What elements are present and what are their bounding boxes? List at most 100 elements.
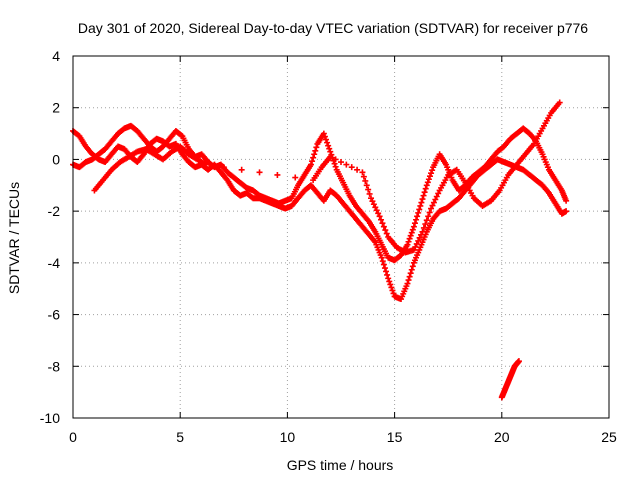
data-point (310, 154, 317, 161)
data-point (422, 185, 429, 192)
data-point (321, 133, 328, 140)
data-point (417, 202, 424, 209)
data-point (338, 159, 344, 166)
x-tick-label: 5 (176, 429, 184, 445)
data-point (433, 193, 440, 200)
y-tick-label: -6 (48, 307, 61, 323)
data-point (405, 238, 412, 245)
tick-layer: 0 5 10 15 20 25 -10 -8 -6 -4 -2 0 2 4 (40, 48, 617, 445)
data-point (410, 246, 417, 253)
data-point (409, 226, 416, 233)
y-tick-label: 2 (52, 100, 60, 116)
chart-title: Day 301 of 2020, Sidereal Day-to-day VTE… (78, 20, 588, 36)
data-point (411, 220, 418, 227)
data-point (320, 130, 327, 137)
data-point (178, 132, 185, 139)
data-point (309, 158, 316, 165)
data-point (429, 202, 436, 209)
data-point (375, 210, 382, 217)
data-point (428, 170, 435, 177)
data-point (380, 223, 387, 230)
data-point (556, 99, 563, 106)
data-point (420, 224, 427, 231)
series-track-b (70, 122, 570, 264)
data-point (360, 173, 367, 180)
data-point (412, 243, 419, 250)
data-point (429, 167, 436, 174)
y-tick-label: -2 (48, 203, 61, 219)
data-point (362, 177, 369, 184)
data-point (383, 268, 390, 275)
data-point (311, 151, 318, 158)
data-point (418, 199, 425, 206)
data-point (378, 216, 385, 223)
data-point (515, 358, 522, 365)
data-point (331, 160, 338, 167)
data-point (404, 241, 411, 248)
data-point (408, 266, 415, 273)
x-tick-label: 25 (601, 429, 617, 445)
data-point (307, 161, 314, 168)
data-point (430, 199, 437, 206)
series-track-c (91, 99, 563, 256)
data-point (238, 166, 245, 173)
data-point (405, 277, 412, 284)
y-axis-label: SDTVAR / TECUs (6, 182, 22, 294)
data-point (409, 263, 416, 270)
data-point (325, 142, 332, 149)
x-tick-label: 15 (387, 429, 403, 445)
data-point (373, 207, 380, 214)
data-point (407, 270, 414, 277)
data-point (435, 190, 442, 197)
y-tick-label: 4 (52, 48, 60, 64)
data-point (413, 240, 420, 247)
data-point (563, 197, 570, 204)
data-point (256, 169, 263, 176)
data-point (379, 220, 386, 227)
x-axis-label: GPS time / hours (287, 457, 394, 473)
data-point (202, 161, 209, 168)
data-layer (70, 99, 570, 401)
data-point (327, 148, 334, 155)
data-point (324, 139, 331, 146)
grid-layer (73, 56, 609, 418)
data-point (379, 258, 386, 265)
data-point (368, 195, 375, 202)
data-point (389, 287, 396, 294)
data-point (369, 198, 376, 205)
y-tick-label: -10 (40, 410, 60, 426)
data-point (423, 182, 430, 189)
data-point (415, 209, 422, 216)
data-point (407, 232, 414, 239)
data-point (406, 235, 413, 242)
data-point (326, 145, 333, 152)
data-point (322, 136, 329, 143)
data-point (423, 217, 430, 224)
data-point (419, 196, 426, 203)
data-point (384, 271, 391, 278)
plot-frame (72, 55, 610, 419)
data-point (274, 171, 281, 178)
data-point (370, 201, 377, 208)
data-point (292, 174, 299, 181)
data-point (220, 164, 227, 171)
data-point (416, 206, 423, 213)
x-tick-label: 0 (69, 429, 77, 445)
x-tick-label: 10 (280, 429, 296, 445)
data-point (404, 280, 411, 287)
data-point (419, 228, 426, 235)
data-point (416, 234, 423, 241)
data-point (422, 221, 429, 228)
data-point (418, 231, 425, 238)
data-point (343, 161, 350, 168)
data-point (365, 186, 372, 193)
y-tick-label: -8 (48, 358, 61, 374)
data-point (426, 209, 433, 216)
data-point (385, 275, 392, 282)
data-point (380, 261, 387, 268)
data-point (327, 153, 334, 160)
data-point (426, 173, 433, 180)
data-point (313, 144, 320, 151)
